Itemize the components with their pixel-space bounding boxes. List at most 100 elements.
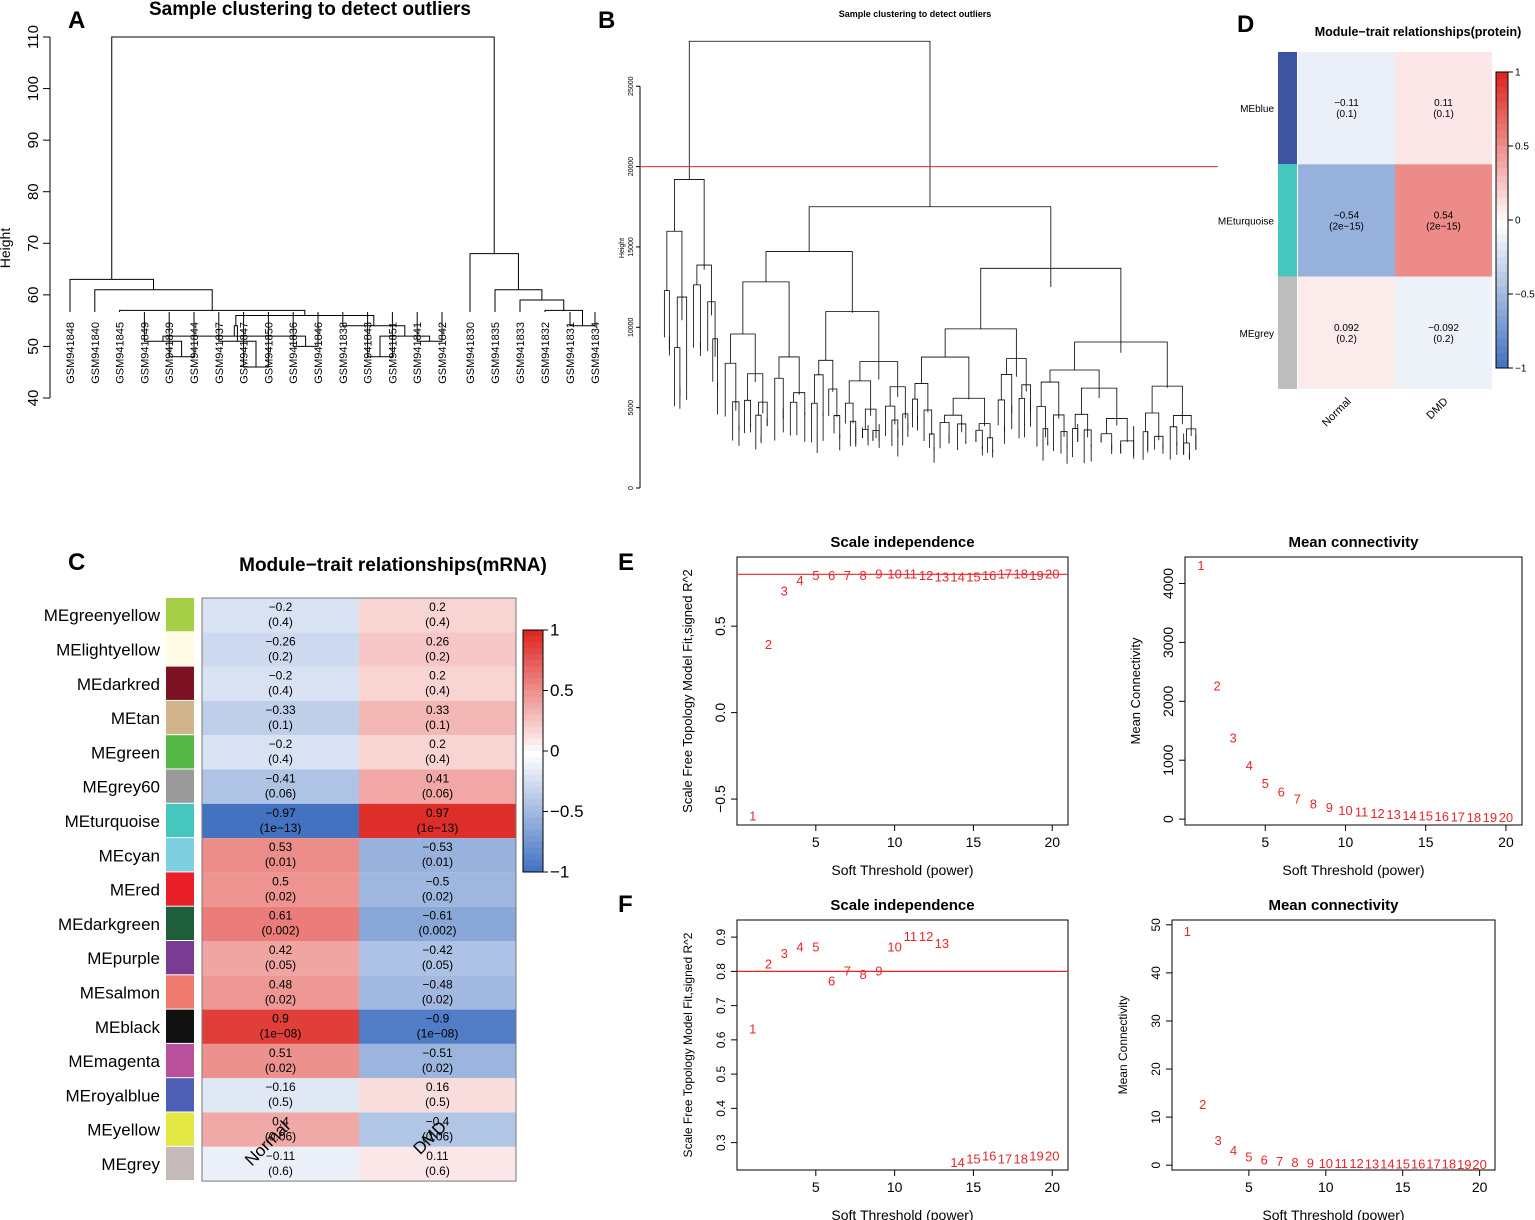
plot-title: Mean connectivity xyxy=(1268,897,1399,914)
cell-pvalue: (1e−13) xyxy=(260,821,302,835)
data-point: 8 xyxy=(859,967,866,982)
c-legend-label: −0.5 xyxy=(550,802,584,821)
row-label: MEroyalblue xyxy=(66,1086,161,1105)
data-point: 15 xyxy=(966,570,980,585)
module-swatch xyxy=(166,1043,194,1078)
dendro-branch xyxy=(744,399,752,433)
cell-pvalue: (2e−15) xyxy=(1329,221,1364,232)
plot-title: Mean connectivity xyxy=(1288,534,1419,551)
dendro-branch xyxy=(921,356,970,400)
data-point: 8 xyxy=(1310,796,1317,811)
y-axis-label: Scale Free Topology Model Fit,signed R^2 xyxy=(680,569,695,813)
y-axis-label: Mean Connectivity xyxy=(1116,996,1130,1095)
dendro-branch xyxy=(1072,428,1079,442)
dendro-branch xyxy=(119,309,306,316)
module-swatch xyxy=(166,1146,194,1181)
x-tick-label: 15 xyxy=(966,834,982,850)
cell-value: 0.4 xyxy=(272,1115,289,1129)
cell-value: −0.54 xyxy=(1334,210,1360,221)
cell-value: −0.48 xyxy=(422,977,453,991)
d-legend-step xyxy=(1496,301,1508,310)
y-tick-label: 0.9 xyxy=(714,928,728,945)
data-point: 10 xyxy=(887,566,901,581)
x-tick-label: 20 xyxy=(1498,834,1514,850)
data-point: 10 xyxy=(1319,1156,1333,1171)
module-swatch xyxy=(166,598,194,632)
c-legend-step xyxy=(523,763,543,770)
y-tick-label: 40 xyxy=(1149,966,1163,980)
dendro-branch xyxy=(912,398,918,423)
cell-pvalue: (0.02) xyxy=(422,992,453,1006)
cell-value: −0.11 xyxy=(266,1149,296,1163)
module-swatch xyxy=(1278,164,1297,277)
c-legend-step xyxy=(523,775,543,782)
heat-cell xyxy=(359,769,516,804)
data-point: 7 xyxy=(844,963,851,978)
x-tick-label: 10 xyxy=(1338,834,1354,850)
dendro-branch xyxy=(848,380,872,416)
y-tick-label: 110 xyxy=(25,25,42,49)
c-legend-step xyxy=(523,732,543,740)
c-legend-step xyxy=(523,648,543,655)
dendro-branch xyxy=(849,420,857,447)
cell-pvalue: (0.02) xyxy=(265,1061,296,1075)
dendro-branch xyxy=(111,36,495,280)
data-point: 13 xyxy=(935,570,949,585)
dendro-branch xyxy=(663,290,670,351)
c-legend-step xyxy=(523,823,543,831)
data-point: 4 xyxy=(796,939,803,954)
data-point: 12 xyxy=(1370,806,1384,821)
cell-pvalue: (0.4) xyxy=(425,684,450,698)
panel-c-title: Module−trait relationships(mRNA) xyxy=(239,555,547,576)
cell-value: 0.11 xyxy=(426,1149,449,1163)
y-tick-label: 10 xyxy=(1149,1110,1163,1124)
d-legend-step xyxy=(1496,86,1508,95)
data-point: 14 xyxy=(1402,808,1416,823)
cell-value: −0.97 xyxy=(265,806,296,820)
module-swatch xyxy=(166,735,194,769)
dendro-branch xyxy=(696,264,712,316)
c-legend-step xyxy=(523,714,543,722)
leaf-label: GSM941842 xyxy=(437,322,449,384)
panel-label-e: E xyxy=(618,549,634,576)
row-label: MEdarkgreen xyxy=(58,915,160,934)
y-tick-label: 0 xyxy=(1160,815,1176,823)
data-point: 11 xyxy=(904,566,918,581)
x-tick-label: 15 xyxy=(1395,1179,1411,1195)
plot-box xyxy=(736,556,1069,826)
row-label: MEblack xyxy=(95,1018,161,1037)
cell-value: 0.33 xyxy=(426,703,450,717)
row-label: MEsalmon xyxy=(80,983,160,1002)
dendro-branch xyxy=(844,402,854,424)
panel-label-b: B xyxy=(598,7,615,34)
d-legend-step xyxy=(1496,264,1508,273)
heat-cell xyxy=(202,1043,359,1079)
c-legend-step xyxy=(523,720,543,728)
x-tick-label: 10 xyxy=(887,834,903,850)
row-label: MEred xyxy=(110,881,160,900)
dendro-branch xyxy=(1074,413,1089,438)
dendro-branch xyxy=(1142,431,1149,453)
data-point: 10 xyxy=(1338,803,1352,818)
plot-title: Scale independence xyxy=(830,534,974,551)
cell-value: −0.5 xyxy=(426,874,450,888)
data-point: 16 xyxy=(982,1148,996,1163)
x-tick-label: 15 xyxy=(966,1179,982,1195)
cell-pvalue: (0.01) xyxy=(265,855,296,869)
dendro-branch xyxy=(862,428,869,446)
cell-value: 0.9 xyxy=(272,1012,289,1026)
leaf-label: GSM941834 xyxy=(590,322,602,384)
row-label: MEturquoise xyxy=(65,812,160,831)
d-legend-step xyxy=(1496,205,1508,214)
dendro-branch xyxy=(730,333,756,382)
d-legend-step xyxy=(1496,249,1508,258)
dendro-branch xyxy=(828,388,838,417)
heat-cell xyxy=(359,632,516,667)
d-legend-step xyxy=(1496,279,1508,288)
dendro-branch xyxy=(952,397,985,427)
x-tick-label: 5 xyxy=(812,834,820,850)
y-tick-label: 4000 xyxy=(1160,568,1176,599)
cell-pvalue: (0.01) xyxy=(422,855,453,869)
c-legend-step xyxy=(523,738,543,746)
leaf-label: GSM941843 xyxy=(363,322,375,384)
